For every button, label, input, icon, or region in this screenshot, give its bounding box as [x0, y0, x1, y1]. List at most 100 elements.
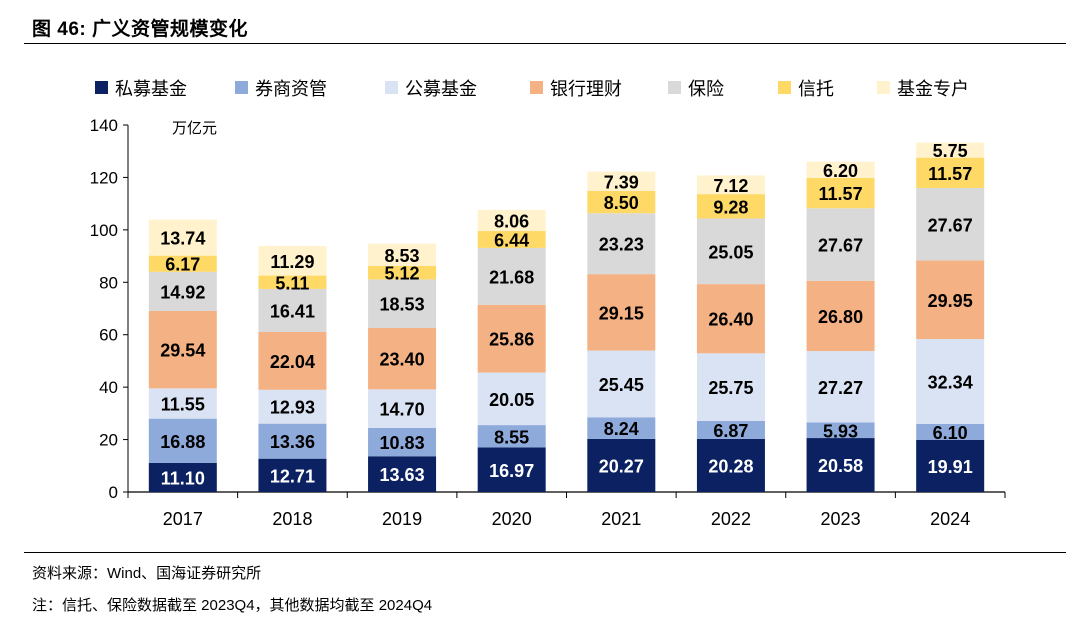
- data-label: 5.75: [933, 141, 968, 161]
- y-tick-label: 80: [99, 273, 118, 292]
- bar-segment: [696, 284, 765, 354]
- data-label: 19.91: [928, 457, 973, 477]
- bar-segment: [806, 422, 875, 439]
- data-label: 20.58: [818, 456, 863, 476]
- data-label: 20.28: [708, 456, 753, 476]
- data-label: 27.27: [818, 378, 863, 398]
- bar-segment: [148, 388, 217, 419]
- data-label: 11.57: [928, 164, 972, 184]
- bar-segment: [258, 389, 327, 424]
- y-tick-label: 60: [99, 326, 118, 345]
- footer-divider: [24, 552, 1066, 553]
- data-label: 23.40: [380, 350, 425, 370]
- chart-title: 图 46: 广义资管规模变化: [32, 19, 249, 40]
- data-label: 14.70: [380, 400, 425, 420]
- bar-segment: [806, 280, 875, 352]
- title-divider: [24, 43, 1066, 44]
- bar-segment: [916, 260, 985, 340]
- bar-segment: [916, 142, 985, 158]
- data-label: 25.45: [599, 375, 644, 395]
- legend-swatch: [235, 81, 248, 94]
- y-tick-label: 140: [90, 116, 118, 135]
- bar-segment: [806, 438, 875, 492]
- bar-segment: [916, 339, 985, 424]
- data-label: 6.17: [165, 255, 200, 275]
- data-label: 13.74: [160, 229, 205, 249]
- data-label: 11.57: [819, 184, 863, 204]
- data-label: 8.24: [604, 419, 639, 439]
- data-label: 18.53: [380, 295, 425, 315]
- legend-label: 银行理财: [550, 79, 622, 100]
- bar-segment: [916, 157, 985, 188]
- y-tick-label: 120: [90, 168, 118, 187]
- note-text: 注：信托、保险数据截至 2023Q4，其他数据均截至 2024Q4: [32, 597, 433, 614]
- bar-segment: [477, 447, 546, 492]
- bar-segment: [806, 177, 875, 209]
- legend-label: 公募基金: [405, 79, 477, 100]
- data-label: 6.20: [823, 161, 858, 181]
- data-label: 20.05: [489, 390, 534, 410]
- bar-segment: [587, 190, 656, 214]
- data-label: 8.06: [494, 211, 529, 231]
- data-label: 11.10: [161, 468, 205, 488]
- x-tick-label: 2023: [821, 509, 861, 529]
- bar-segment: [806, 161, 875, 178]
- data-label: 25.75: [708, 378, 753, 398]
- bar-segment: [148, 219, 217, 256]
- data-label: 9.28: [713, 197, 748, 217]
- data-label: 7.39: [604, 172, 639, 192]
- bar-segment: [806, 351, 875, 423]
- bar-segment: [477, 209, 546, 232]
- legend-label: 信托: [798, 79, 834, 100]
- x-tick-label: 2019: [382, 509, 422, 529]
- data-label: 6.10: [933, 423, 968, 443]
- y-tick-label: 100: [90, 221, 118, 240]
- y-tick-label: 20: [99, 431, 118, 450]
- bar-segment: [368, 389, 437, 428]
- bar-segment: [148, 271, 217, 311]
- bar-segment: [148, 255, 217, 272]
- data-label: 29.95: [928, 291, 973, 311]
- bar-segment: [148, 418, 217, 463]
- legend-swatch: [95, 81, 108, 94]
- data-label: 14.92: [160, 282, 205, 302]
- data-label: 29.54: [160, 341, 205, 361]
- bar-segment: [368, 243, 437, 267]
- bar-segment: [477, 425, 546, 448]
- y-tick-label: 40: [99, 378, 118, 397]
- bar-segment: [477, 372, 546, 426]
- bar-segment: [587, 417, 656, 439]
- bar-segment: [258, 288, 327, 332]
- bar-segment: [258, 331, 327, 390]
- bar-segment: [258, 423, 327, 459]
- data-label: 5.12: [385, 264, 420, 284]
- bar-segment: [258, 458, 327, 492]
- bar-segment: [587, 350, 656, 418]
- data-label: 29.15: [599, 303, 644, 323]
- data-label: 25.05: [708, 242, 753, 262]
- bar-segment: [368, 328, 437, 390]
- bar-segment: [368, 456, 437, 492]
- legend-label: 保险: [688, 79, 724, 100]
- bar-segment: [587, 274, 656, 351]
- data-label: 16.41: [270, 301, 315, 321]
- unit-label: 万亿元: [172, 119, 217, 137]
- data-label: 16.97: [489, 461, 534, 481]
- x-tick-label: 2024: [930, 509, 970, 529]
- legend-label: 基金专户: [897, 79, 969, 100]
- data-label: 6.87: [713, 421, 748, 441]
- bar-segment: [696, 175, 765, 195]
- legend-swatch: [778, 81, 791, 94]
- data-label: 21.68: [489, 267, 534, 287]
- bar-segment: [587, 213, 656, 275]
- data-label: 11.29: [270, 252, 314, 272]
- bar-segment: [477, 304, 546, 373]
- bar-segment: [696, 353, 765, 421]
- source-text: 资料来源：Wind、国海证券研究所: [32, 565, 262, 582]
- bar-segment: [696, 194, 765, 219]
- bar-segment: [587, 171, 656, 191]
- legend-swatch: [877, 81, 890, 94]
- data-label: 16.88: [160, 432, 205, 452]
- data-label: 20.27: [599, 456, 644, 476]
